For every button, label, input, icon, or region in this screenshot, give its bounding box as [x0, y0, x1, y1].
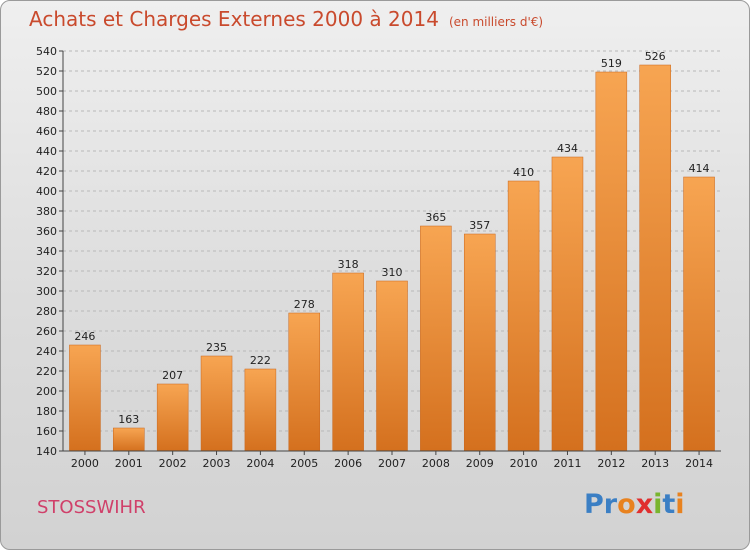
location-label: STOSSWIHR — [37, 497, 146, 518]
y-tick-label: 140 — [36, 445, 57, 458]
data-label: 357 — [469, 219, 490, 232]
bar — [639, 64, 671, 452]
y-tick-label: 240 — [36, 345, 57, 358]
x-tick-label: 2009 — [466, 457, 494, 470]
logo-letter: x — [635, 489, 654, 520]
bar — [683, 176, 715, 452]
logo-letter: o — [617, 489, 636, 520]
bar — [113, 427, 145, 452]
data-label: 163 — [118, 413, 139, 426]
x-tick-label: 2006 — [334, 457, 362, 470]
data-label: 310 — [382, 266, 403, 279]
y-tick-label: 200 — [36, 385, 57, 398]
data-label: 235 — [206, 341, 227, 354]
data-label: 526 — [645, 50, 666, 63]
bar — [69, 344, 101, 452]
bar — [595, 71, 628, 452]
logo-letter: P — [584, 489, 604, 520]
y-tick-label: 480 — [36, 105, 57, 118]
y-tick-label: 300 — [36, 285, 57, 298]
logo-letter: r — [603, 489, 618, 520]
y-tick-label: 360 — [36, 225, 57, 238]
bars: 246 163 207 235 222 278 318 310 365 357 410 434 519 5… — [69, 50, 715, 452]
data-label: 278 — [294, 298, 315, 311]
x-tick-label: 2013 — [641, 457, 669, 470]
x-tick-label: 2007 — [378, 457, 406, 470]
data-label: 246 — [74, 330, 95, 343]
data-label: 222 — [250, 354, 271, 367]
y-tick-label: 180 — [36, 405, 57, 418]
x-tick-label: 2014 — [685, 457, 713, 470]
data-label: 365 — [425, 211, 446, 224]
y-axis: 140 160 180 200 220 240 260 280 300 320 340 360 380 4… — [36, 45, 64, 458]
chart-subtitle: (en milliers d'€) — [448, 15, 544, 29]
y-tick-label: 460 — [36, 125, 57, 138]
bar — [200, 355, 233, 452]
bar — [244, 368, 277, 452]
y-tick-label: 400 — [36, 185, 57, 198]
x-tick-label: 2003 — [203, 457, 231, 470]
x-tick-label: 2011 — [553, 457, 581, 470]
logo-letter: i — [675, 489, 685, 520]
x-tick-label: 2001 — [115, 457, 143, 470]
y-tick-label: 500 — [36, 85, 57, 98]
y-tick-label: 520 — [36, 65, 57, 78]
x-tick-label: 2000 — [71, 457, 99, 470]
data-label: 434 — [557, 142, 578, 155]
x-tick-label: 2002 — [159, 457, 187, 470]
data-label: 207 — [162, 369, 183, 382]
bar — [507, 180, 540, 452]
x-axis: 2000 2001 2002 2003 2004 2005 2006 2007 2008 2009… — [63, 450, 721, 470]
bar — [332, 272, 364, 452]
y-tick-label: 160 — [36, 425, 57, 438]
chart-title: Achats et Charges Externes 2000 à 2014 (e… — [29, 7, 543, 31]
y-tick-label: 340 — [36, 245, 57, 258]
y-tick-label: 420 — [36, 165, 57, 178]
bar — [463, 233, 496, 452]
x-tick-label: 2004 — [246, 457, 274, 470]
x-tick-label: 2005 — [290, 457, 318, 470]
data-label: 410 — [513, 166, 534, 179]
y-tick-label: 440 — [36, 145, 57, 158]
bar — [376, 280, 408, 452]
x-tick-label: 2012 — [597, 457, 625, 470]
bar — [420, 225, 452, 452]
y-tick-label: 540 — [36, 45, 57, 58]
logo-letter: i — [653, 489, 663, 520]
x-tick-label: 2008 — [422, 457, 450, 470]
data-label: 414 — [689, 162, 710, 175]
logo-letter: t — [662, 489, 676, 520]
y-tick-label: 220 — [36, 365, 57, 378]
y-tick-label: 380 — [36, 205, 57, 218]
data-label: 318 — [338, 258, 359, 271]
bar — [288, 312, 321, 452]
bar — [551, 156, 584, 452]
title-text: Achats et Charges Externes 2000 à 2014 — [29, 7, 439, 31]
y-tick-label: 280 — [36, 305, 57, 318]
x-tick-label: 2010 — [510, 457, 538, 470]
data-label: 519 — [601, 57, 622, 70]
bar — [156, 383, 189, 452]
y-tick-label: 320 — [36, 265, 57, 278]
y-tick-label: 260 — [36, 325, 57, 338]
proxiti-logo[interactable]: Proxiti — [584, 489, 685, 520]
